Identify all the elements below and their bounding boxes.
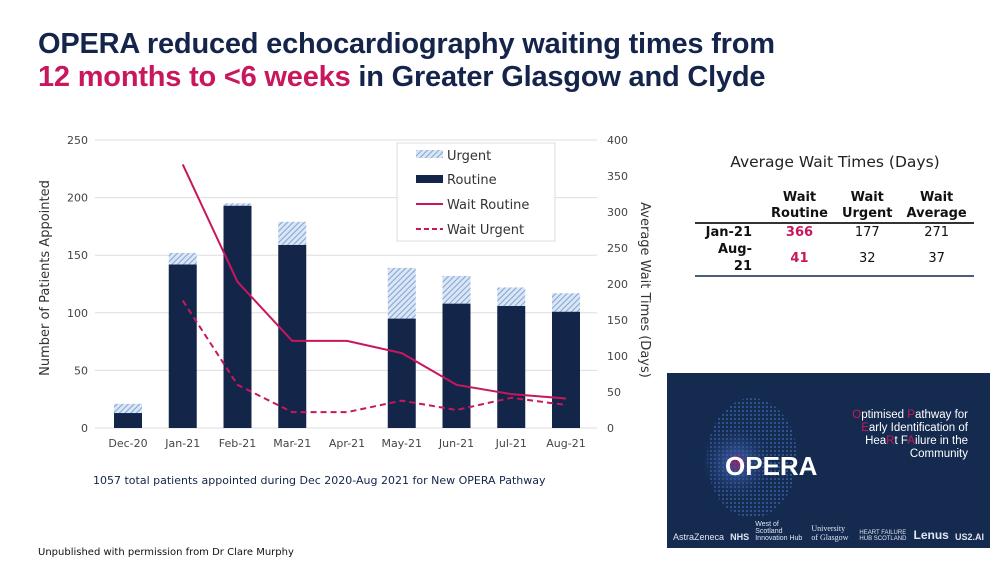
x-tick-label: Aug-21 (546, 437, 585, 450)
routine-bar (223, 205, 252, 428)
table-row: Jan-21 366 177 271 (705, 225, 950, 240)
y2-tick-label: 150 (607, 314, 628, 327)
x-tick-label: Dec-20 (108, 437, 147, 450)
legend-wait-routine: Wait Routine (447, 198, 529, 213)
wait-times-table: Wait Routine Wait Urgent Wait Average Jan-2… (695, 190, 974, 277)
y-tick-label: 250 (67, 134, 88, 147)
table-title: Average Wait Times (Days) (730, 153, 940, 171)
y2-tick-label: 0 (607, 422, 614, 435)
wait-routine-line (181, 164, 567, 400)
urgent-bar (387, 267, 416, 319)
opera-logo: OPERA (725, 451, 818, 481)
astrazeneca-logo: AstraZeneca (673, 532, 725, 542)
x-tick-label: May-21 (381, 437, 422, 450)
y2-tick-label: 50 (607, 386, 621, 399)
heart-failure-hub-logo: HEART FAILURE HUB SCOTLAND (859, 530, 907, 542)
y-tick-label: 50 (74, 364, 88, 377)
legend-urgent-swatch (416, 150, 443, 158)
routine-bar (168, 264, 197, 428)
y-tick-label: 100 (67, 307, 88, 320)
col-header: Wait Routine (771, 190, 828, 221)
title-line-1: OPERA reduced echocardiography waiting t… (38, 28, 775, 60)
legend-wait-urgent: Wait Urgent (447, 223, 524, 238)
x-tick-label: Jul-21 (495, 437, 527, 450)
partner-logos: AstraZeneca NHS West of Scotland Innovat… (673, 521, 984, 542)
y2-axis-title: Average Wait Times (Days) (637, 202, 652, 378)
routine-bar (387, 318, 416, 428)
urgent-bar (168, 252, 197, 265)
routine-bar (442, 303, 471, 428)
urgent-bar (442, 275, 471, 304)
y-axis-title: Number of Patients Appointed (38, 180, 53, 376)
urgent-bar (278, 221, 307, 245)
university-glasgow-logo: University of Glasgow (811, 524, 849, 542)
x-tick-label: Feb-21 (219, 437, 256, 450)
routine-bar (552, 311, 580, 428)
table-row: Aug-21 41 32 37 (695, 241, 974, 276)
x-tick-label: Apr-21 (329, 437, 365, 450)
legend-urgent: Urgent (447, 149, 491, 164)
urgent-bar (223, 203, 252, 206)
innovation-hub-logo: West of Scotland Innovation Hub (755, 521, 803, 542)
opera-tagline: Optimised Pathway for Early Identificati… (852, 409, 968, 460)
title-rest: in Greater Glasgow and Clyde (350, 61, 766, 93)
corner-cell (695, 190, 764, 223)
x-tick-label: Jun-21 (438, 437, 474, 450)
nhs-logo: NHS (730, 532, 750, 542)
slide-title: OPERA reduced echocardiography waiting t… (38, 28, 775, 94)
legend-routine: Routine (447, 173, 497, 188)
y-tick-label: 0 (81, 422, 88, 435)
y2-tick-label: 250 (607, 242, 628, 255)
y2-tick-label: 400 (607, 134, 628, 147)
heart-dots-graphic (697, 398, 797, 518)
urgent-bar (497, 287, 526, 306)
y-tick-label: 200 (67, 192, 88, 205)
col-header: Wait Average (906, 190, 967, 221)
urgent-bar (552, 293, 580, 312)
y2-tick-label: 100 (607, 350, 628, 363)
chart-footnote: 1057 total patients appointed during Dec… (93, 474, 546, 487)
y2-tick-label: 350 (607, 170, 628, 183)
y-tick-label: 150 (67, 249, 88, 262)
legend: Urgent Routine Wait Routine Wait Urgent (396, 142, 556, 242)
legend-routine-swatch (416, 175, 443, 183)
routine-bar (114, 413, 142, 428)
x-tick-label: Jan-21 (164, 437, 200, 450)
routine-bar (278, 244, 307, 428)
title-highlight: 12 months to <6 weeks (38, 61, 351, 93)
wait-urgent-line (181, 300, 567, 414)
us2ai-logo: US2.AI (954, 532, 984, 542)
opera-banner: OPERA Optimised Pathway for Early Identi… (667, 373, 990, 548)
credit-note: Unpublished with permission from Dr Clar… (38, 547, 294, 558)
col-header: Wait Urgent (841, 190, 893, 221)
x-tick-label: Mar-21 (273, 437, 311, 450)
urgent-bar (114, 403, 142, 414)
title-line-2: 12 months to <6 weeks in Greater Glasgow… (38, 61, 775, 94)
routine-bar (497, 305, 526, 428)
lenus-logo: Lenus (913, 528, 949, 542)
y2-tick-label: 200 (607, 278, 628, 291)
y2-tick-label: 300 (607, 206, 628, 219)
